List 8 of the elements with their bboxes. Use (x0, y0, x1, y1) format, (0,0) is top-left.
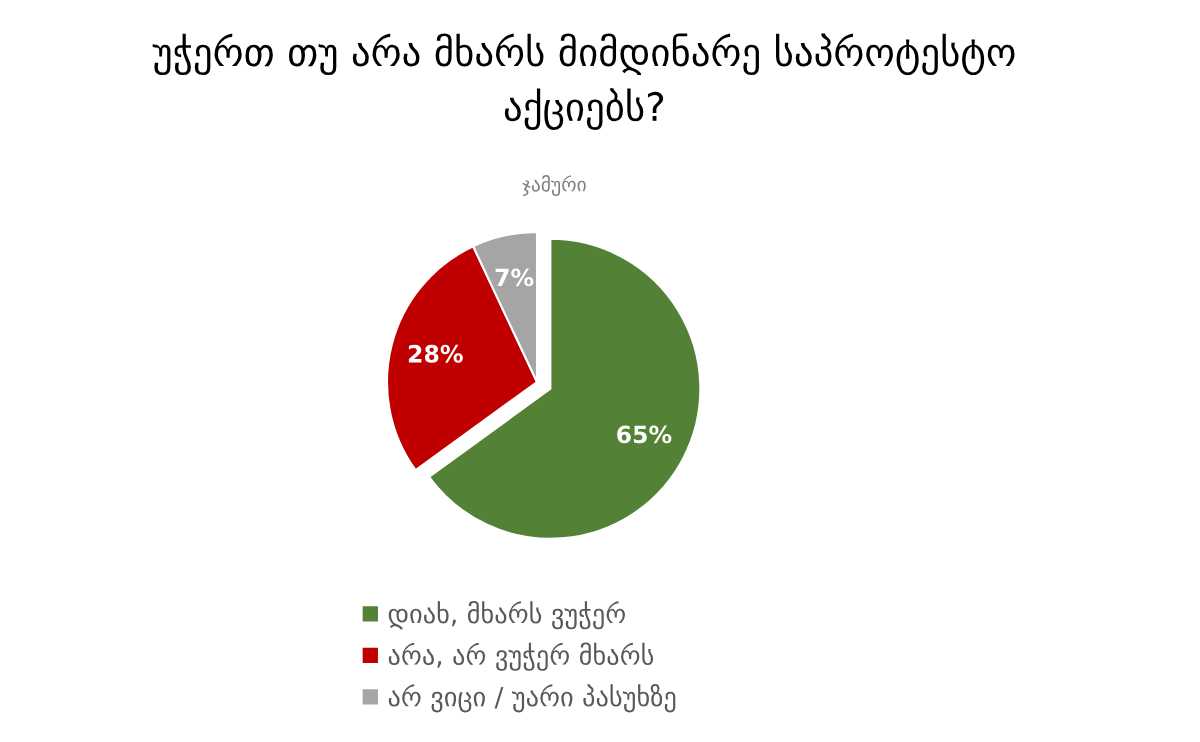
legend-label: არ ვიცი / უარი პასუხზე (388, 684, 676, 713)
legend-label: არა, არ ვუჭერ მხარს (388, 642, 654, 671)
chart-subtitle: ჯამური (522, 175, 586, 196)
data-label: 28% (408, 344, 463, 363)
chart-title: უჭერთ თუ არა მხარს მიმდინარე საპროტესტო აქციებს? (152, 33, 1015, 130)
legend-label: დიახ, მხარს ვუჭერ (388, 601, 625, 630)
data-label: 65% (617, 425, 672, 444)
data-label: 7% (495, 268, 534, 287)
